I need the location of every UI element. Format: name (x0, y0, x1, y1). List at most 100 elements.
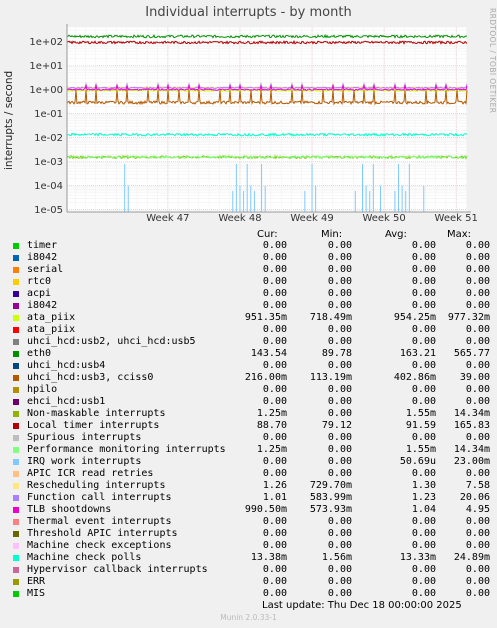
value-avg: 0.00 (411, 264, 436, 275)
value-cur: 0.00 (262, 336, 287, 347)
y-tick-label: 1e-05 (34, 205, 63, 216)
value-max: 0.00 (465, 300, 490, 311)
header-avg: Avg: (385, 229, 407, 240)
chart-title: Individual interrupts - by month (145, 5, 352, 20)
value-max: 0.00 (465, 360, 490, 371)
value-avg: 0.00 (411, 468, 436, 479)
legend-swatch (13, 567, 19, 573)
plot-area (67, 27, 467, 212)
series-line (66, 39, 468, 45)
value-cur: 0.00 (262, 528, 287, 539)
header-cur: Cur: (257, 229, 278, 240)
series-name: MIS (27, 588, 46, 599)
legend-row: uhci_hcd:usb4 0.00 0.00 0.00 0.00 (0, 360, 497, 372)
value-max: 0.00 (465, 588, 490, 599)
value-min: 0.00 (327, 528, 352, 539)
legend-row: Threshold APIC interrupts 0.00 0.00 0.00 0.0… (0, 528, 497, 540)
value-cur: 0.00 (262, 240, 287, 251)
header-max: Max: (447, 229, 472, 240)
series-name: uhci_hcd:usb3, cciss0 (27, 372, 154, 383)
series-line (66, 90, 468, 106)
value-max: 0.00 (465, 288, 490, 299)
value-cur: 990.50m (244, 504, 287, 515)
value-min: 718.49m (309, 312, 352, 323)
value-avg: 0.00 (411, 540, 436, 551)
value-cur: 1.25m (256, 408, 287, 419)
y-tick-label: 1e+01 (29, 61, 63, 72)
series-line (66, 84, 468, 91)
series-name: uhci_hcd:usb2, uhci_hcd:usb5 (27, 336, 196, 347)
series-name: timer (27, 240, 58, 251)
value-cur: 0.00 (262, 276, 287, 287)
legend-row: eth0 143.54 89.78 163.21 565.77 (0, 348, 497, 360)
value-cur: 0.00 (262, 396, 287, 407)
value-min: 0.00 (327, 564, 352, 575)
value-cur: 0.00 (262, 324, 287, 335)
legend-swatch (13, 255, 19, 261)
series-name: TLB shootdowns (27, 504, 112, 515)
value-avg: 0.00 (411, 276, 436, 287)
series-name: Non-maskable interrupts (27, 408, 166, 419)
legend-row: Function call interrupts 1.01 583.99m 1.23 2… (0, 492, 497, 504)
value-avg: 1.04 (411, 504, 436, 515)
series-name: ata_piix (27, 312, 76, 323)
value-avg: 0.00 (411, 432, 436, 443)
value-min: 583.99m (309, 492, 352, 503)
legend-row: ata_piix 951.35m 718.49m 954.25m 977.32m (0, 312, 497, 324)
legend-row: uhci_hcd:usb2, uhci_hcd:usb5 0.00 0.00 0.00… (0, 336, 497, 348)
value-min: 0.00 (327, 324, 352, 335)
value-max: 0.00 (465, 396, 490, 407)
value-cur: 951.35m (244, 312, 287, 323)
legend-table: timer 0.00 0.00 0.00 0.00 i8042 0.00 0.00 0.00 0.… (0, 240, 497, 600)
value-min: 729.70m (309, 480, 352, 491)
value-cur: 0.00 (262, 456, 287, 467)
value-cur: 1.01 (262, 492, 287, 503)
value-min: 0.00 (327, 468, 352, 479)
value-cur: 0.00 (262, 252, 287, 263)
legend-row: ata_piix 0.00 0.00 0.00 0.00 (0, 324, 497, 336)
value-min: 0.00 (327, 288, 352, 299)
series-line (66, 82, 468, 90)
legend-swatch (13, 423, 19, 429)
series-name: Function call interrupts (27, 492, 172, 503)
legend-row: Thermal event interrupts 0.00 0.00 0.00 0.00 (0, 516, 497, 528)
value-max: 0.00 (465, 528, 490, 539)
series-name: eth0 (27, 348, 52, 359)
series-name: i8042 (27, 252, 58, 263)
series-name: Machine check polls (27, 552, 142, 563)
series-name: serial (27, 264, 64, 275)
legend-row: ehci_hcd:usb1 0.00 0.00 0.00 0.00 (0, 396, 497, 408)
value-avg: 0.00 (411, 300, 436, 311)
value-min: 0.00 (327, 252, 352, 263)
legend-swatch (13, 591, 19, 597)
legend-swatch (13, 447, 19, 453)
value-avg: 0.00 (411, 336, 436, 347)
value-min: 0.00 (327, 516, 352, 527)
value-cur: 1.25m (256, 444, 287, 455)
value-avg: 402.86m (393, 372, 436, 383)
y-tick-label: 1e-04 (34, 181, 63, 192)
legend-row: Machine check polls 13.38m 1.56m 13.33m 24.8… (0, 552, 497, 564)
value-max: 0.00 (465, 540, 490, 551)
series-name: ata_piix (27, 324, 76, 335)
value-min: 0.00 (327, 300, 352, 311)
legend-swatch (13, 279, 19, 285)
legend-row: TLB shootdowns 990.50m 573.93m 1.04 4.95 (0, 504, 497, 516)
value-max: 14.34m (453, 408, 490, 419)
value-avg: 0.00 (411, 588, 436, 599)
grid (67, 26, 467, 213)
value-max: 14.34m (453, 444, 490, 455)
value-avg: 0.00 (411, 240, 436, 251)
value-cur: 0.00 (262, 588, 287, 599)
value-max: 0.00 (465, 252, 490, 263)
value-avg: 0.00 (411, 252, 436, 263)
value-avg: 0.00 (411, 396, 436, 407)
legend-swatch (13, 483, 19, 489)
value-min: 0.00 (327, 396, 352, 407)
value-avg: 1.55m (405, 408, 436, 419)
legend-row: Machine check exceptions 0.00 0.00 0.00 0.00 (0, 540, 497, 552)
value-avg: 0.00 (411, 516, 436, 527)
value-cur: 0.00 (262, 468, 287, 479)
value-max: 0.00 (465, 240, 490, 251)
value-cur: 0.00 (262, 516, 287, 527)
